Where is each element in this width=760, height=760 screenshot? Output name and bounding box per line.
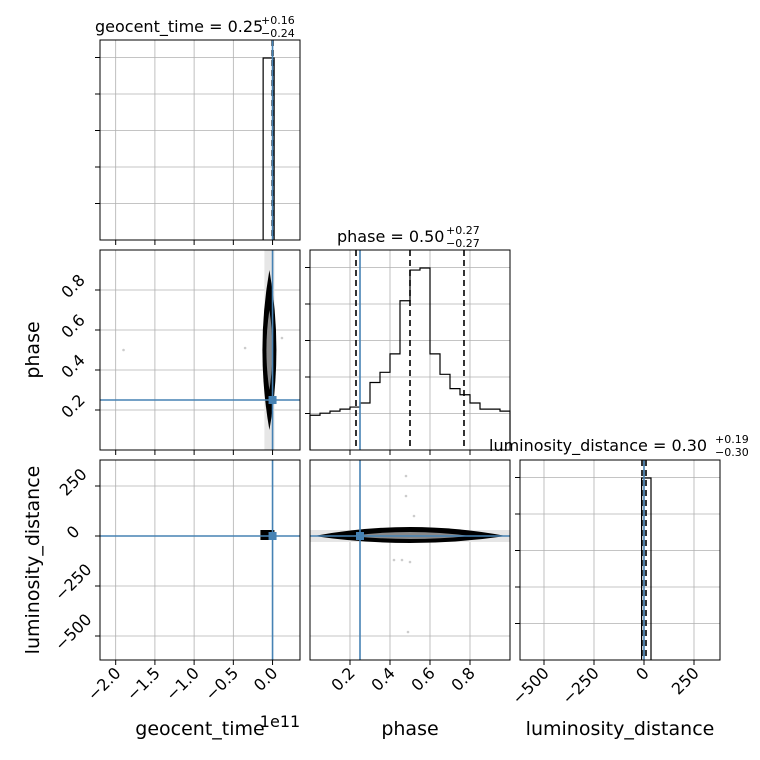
panel-frame [309, 459, 511, 661]
title-geocent-time-sub: −0.24 [261, 27, 295, 40]
title-luminosity-distance: luminosity_distance = 0.30 [489, 436, 707, 456]
y-tick-label-luminosity_distance: 250 [56, 465, 91, 500]
panel-geocent_time-vs-phase [99, 249, 301, 455]
truth-marker [268, 532, 277, 540]
xlabel-geocent-time: geocent_time [135, 718, 264, 740]
density-contour [260, 530, 275, 540]
y-tick-label-phase: 0.6 [57, 310, 88, 341]
x-tick-label-luminosity_distance: 250 [668, 663, 703, 698]
sample-point [400, 558, 404, 562]
ylabel-luminosity-distance: luminosity_distance [22, 466, 44, 655]
y-tick-label-luminosity_distance: −250 [51, 560, 96, 605]
density-core [266, 310, 273, 390]
sample-point [243, 346, 247, 350]
title-geocent-time-sup: +0.16 [261, 14, 295, 27]
x-tick-label-geocent_time: 0.0 [250, 663, 281, 694]
panel-luminosity_distance [515, 459, 721, 665]
y-tick-label-luminosity_distance: −500 [51, 610, 96, 655]
sample-point [412, 514, 416, 518]
x-tick-label-geocent_time: −1.5 [123, 663, 164, 704]
panel-frame [309, 249, 511, 451]
sample-point [122, 348, 125, 352]
title-phase: phase = 0.50 [337, 227, 444, 246]
x-tick-label-phase: 0.2 [327, 663, 358, 694]
panel-geocent_time-vs-luminosity_distance [99, 459, 301, 665]
panel-frame [99, 459, 301, 661]
x-tick-label-luminosity_distance: 0 [632, 663, 653, 684]
histogram-geocent_time [262, 57, 275, 240]
sample-point [404, 474, 408, 478]
x-tick-label-geocent_time: −1.0 [162, 663, 203, 704]
title-luminosity-distance-sup: +0.19 [715, 433, 749, 446]
sample-point [408, 560, 412, 564]
truth-marker [356, 532, 364, 540]
panel-frame [99, 249, 301, 451]
sample-point [280, 336, 284, 340]
title-phase-sup: +0.27 [446, 224, 480, 237]
sample-point [406, 630, 410, 634]
x-tick-label-luminosity_distance: −500 [508, 663, 553, 708]
title-phase-sub: −0.27 [446, 237, 480, 250]
ylabel-phase: phase [22, 321, 44, 378]
x-tick-label-phase: 0.8 [447, 663, 478, 694]
title-luminosity-distance-sub: −0.30 [715, 446, 749, 459]
y-tick-label-luminosity_distance: 0 [63, 522, 84, 543]
x-tick-label-geocent_time: −2.0 [84, 663, 125, 704]
panel-frame [519, 459, 721, 661]
panel-geocent_time [95, 39, 301, 245]
title-geocent-time: geocent_time = 0.25 [95, 17, 263, 37]
xlabel-luminosity-distance: luminosity_distance [526, 718, 715, 740]
x-tick-label-phase: 0.6 [407, 663, 438, 694]
xaxis-offset-text: 1e11 [260, 712, 300, 731]
x-tick-label-geocent_time: −0.5 [201, 663, 242, 704]
sample-point [404, 494, 408, 498]
y-tick-label-phase: 0.8 [57, 270, 88, 301]
panel-frame [99, 39, 301, 241]
xlabel-phase: phase [381, 718, 438, 740]
truth-marker [268, 396, 277, 404]
sample-point [392, 558, 396, 562]
y-tick-label-phase: 0.2 [57, 390, 88, 421]
x-tick-label-phase: 0.4 [367, 663, 398, 694]
panel-phase [305, 249, 511, 455]
panel-phase-vs-luminosity_distance [309, 459, 511, 665]
y-tick-label-phase: 0.4 [57, 350, 88, 381]
x-tick-label-luminosity_distance: −250 [558, 663, 603, 708]
